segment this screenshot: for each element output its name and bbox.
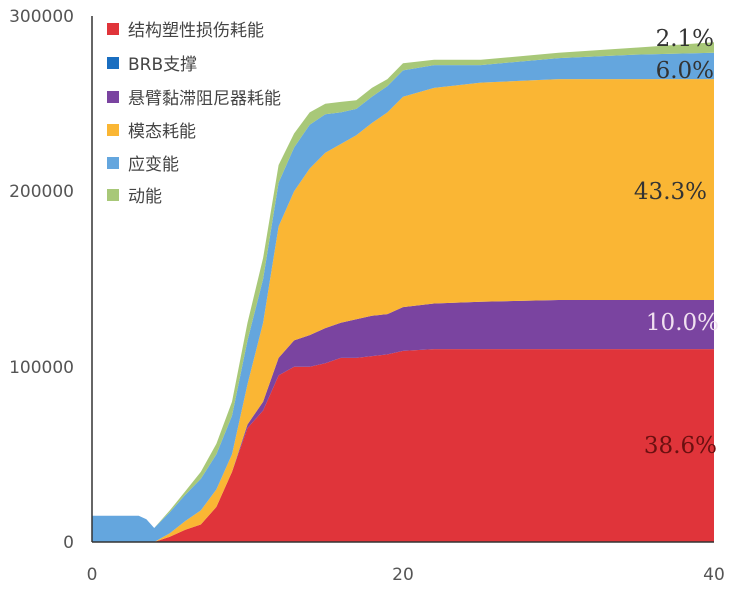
legend-swatch-strain [107,157,119,169]
y-tick-label: 100000 [9,358,74,378]
legend-swatch-plastic-damage [107,23,119,35]
x-tick-label: 20 [392,565,414,585]
legend-label: 应变能 [128,155,179,175]
axes: 0 100000 200000 300000 0 20 40 [9,7,725,585]
legend-swatch-damper [107,91,119,103]
y-tick-label: 200000 [9,182,74,202]
legend-label: 动能 [128,187,162,207]
legend-label: 结构塑性损伤耗能 [128,21,264,41]
percentage-label: 38.6% [644,433,717,459]
legend-label: 模态耗能 [128,122,196,142]
legend-swatch-kinetic [107,189,119,201]
legend-label: BRB支撑 [128,55,197,75]
legend: 结构塑性损伤耗能 BRB支撑 悬臂黏滞阻尼器耗能 模态耗能 应变能 动能 [107,21,281,207]
series-areas [92,42,714,543]
percentage-label: 43.3% [634,179,707,205]
legend-swatch-brb [107,57,119,69]
legend-label: 悬臂黏滞阻尼器耗能 [128,89,281,109]
percentage-label: 10.0% [646,310,719,336]
percentage-annotations: 2.1% 6.0% 43.3% 10.0% 38.6% [634,26,719,459]
y-tick-label: 300000 [9,7,74,27]
series-area [92,349,714,542]
series-area [92,79,714,542]
series-area [92,300,714,542]
percentage-label: 2.1% [656,26,714,52]
x-tick-label: 40 [703,565,725,585]
y-tick-label: 0 [63,533,74,553]
x-tick-label: 0 [87,565,98,585]
legend-swatch-modal [107,124,119,136]
percentage-label: 6.0% [656,58,714,84]
